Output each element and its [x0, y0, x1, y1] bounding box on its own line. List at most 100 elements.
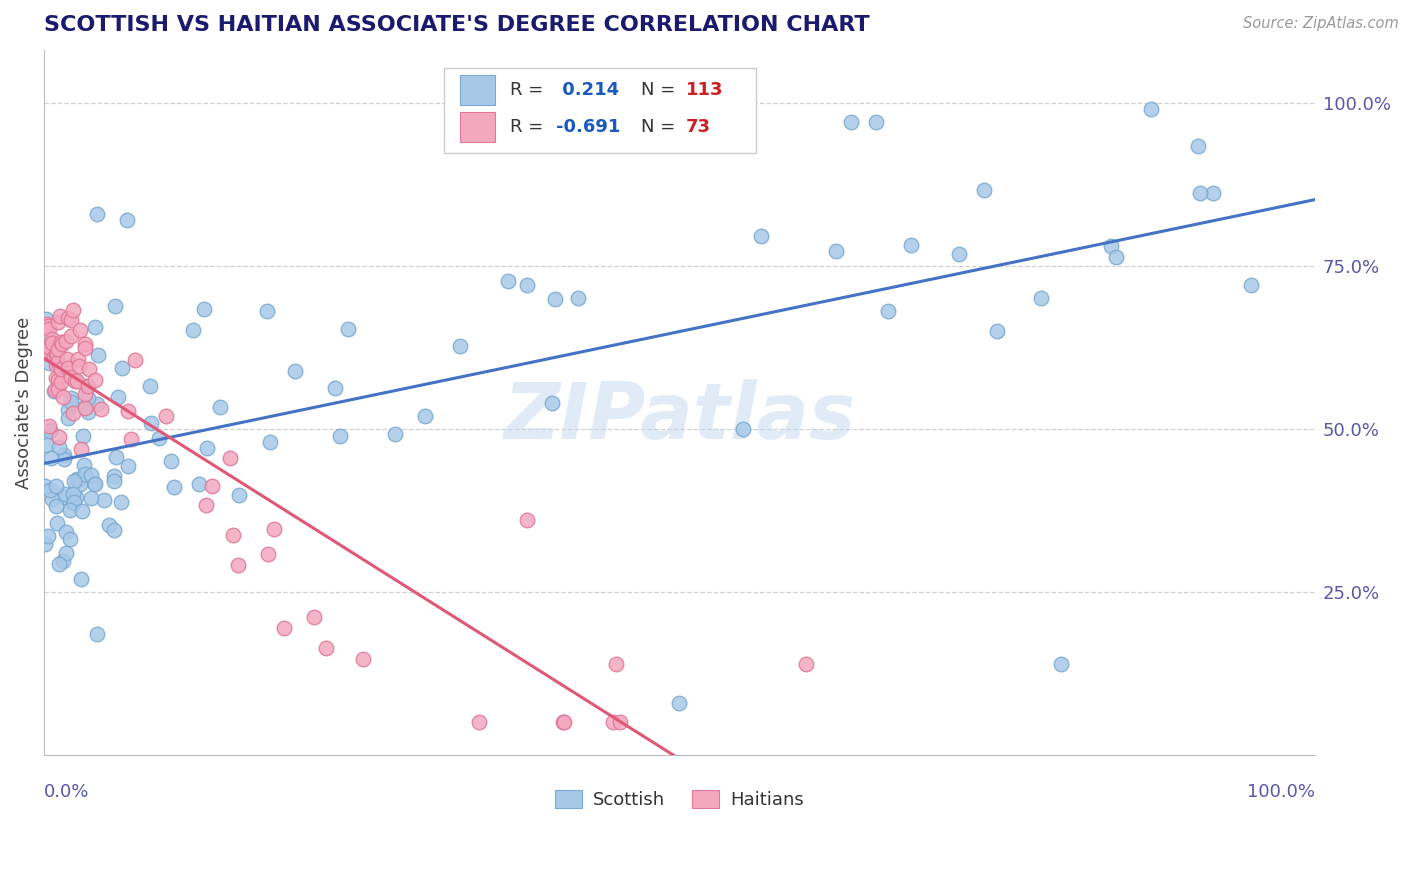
Point [86, 397, 108, 411]
Point [516, 513, 538, 527]
Point [44, 383, 66, 397]
Point [35, 341, 58, 355]
Point [117, 403, 139, 417]
Point [44, 350, 66, 364]
Point [86, 626, 108, 640]
Text: 73: 73 [686, 119, 711, 136]
Point [86, 206, 108, 220]
Point [34, 537, 56, 551]
Point [63, 374, 86, 388]
Text: R =: R = [510, 81, 550, 99]
Point [62, 406, 84, 420]
Point [38, 322, 60, 336]
Point [72, 429, 94, 443]
Point [449, 339, 471, 353]
Point [60, 395, 83, 409]
Point [284, 364, 307, 378]
Point [77, 405, 100, 419]
Point [77, 378, 100, 392]
Point [302, 609, 325, 624]
Point [59, 369, 82, 384]
Point [553, 715, 575, 730]
Bar [460, 112, 495, 142]
Point [58, 410, 80, 425]
Point [201, 479, 224, 493]
Point [66, 472, 89, 486]
Point [84, 477, 107, 491]
Point [45, 370, 67, 384]
Point [67, 359, 90, 374]
Point [60, 329, 83, 343]
Point [986, 324, 1008, 338]
Point [256, 548, 278, 562]
Point [45, 348, 67, 362]
Point [315, 640, 337, 655]
Text: N =: N = [641, 81, 682, 99]
Point [155, 409, 177, 423]
Point [37, 437, 59, 451]
Point [259, 435, 281, 450]
Point [948, 246, 970, 260]
Point [46, 382, 69, 396]
Point [181, 323, 204, 337]
Point [45, 516, 67, 530]
Point [193, 302, 215, 317]
Point [222, 527, 245, 541]
Point [87, 348, 110, 362]
Point [67, 352, 90, 367]
Point [496, 274, 519, 288]
Point [98, 518, 121, 533]
Point [749, 229, 772, 244]
Point [46, 315, 69, 329]
Point [41, 335, 63, 350]
Point [49, 310, 72, 324]
Point [877, 304, 900, 318]
Text: ZIPatlas: ZIPatlas [503, 379, 855, 455]
Point [49, 375, 72, 389]
Point [37, 318, 59, 332]
Point [516, 278, 538, 293]
Point [541, 395, 564, 409]
Point [602, 715, 624, 730]
Text: Source: ZipAtlas.com: Source: ZipAtlas.com [1243, 16, 1399, 31]
Point [148, 431, 170, 445]
Point [58, 310, 80, 325]
Point [195, 442, 218, 456]
Point [544, 292, 567, 306]
Point [59, 391, 82, 405]
Point [84, 319, 107, 334]
Point [115, 213, 138, 227]
Point [52, 451, 75, 466]
Point [160, 454, 183, 468]
Text: N =: N = [641, 119, 682, 136]
Point [62, 495, 84, 509]
Point [62, 302, 84, 317]
Point [110, 360, 132, 375]
Point [63, 475, 86, 489]
Point [48, 558, 70, 572]
Point [65, 375, 87, 389]
Y-axis label: Associate's Degree: Associate's Degree [15, 317, 32, 489]
Point [973, 183, 995, 197]
Point [38, 356, 60, 370]
Point [67, 473, 90, 487]
Point [228, 488, 250, 502]
Point [42, 384, 65, 398]
Point [567, 291, 589, 305]
Point [103, 474, 125, 488]
Point [39, 451, 62, 466]
Point [46, 347, 69, 361]
Text: 0.0%: 0.0% [44, 783, 90, 801]
Point [273, 621, 295, 635]
Point [93, 492, 115, 507]
Point [41, 332, 63, 346]
Point [900, 237, 922, 252]
Point [48, 430, 70, 444]
Point [51, 337, 73, 351]
Text: 113: 113 [686, 81, 723, 99]
Point [609, 715, 631, 730]
Point [1049, 657, 1071, 671]
Point [668, 696, 690, 710]
Point [1031, 291, 1053, 305]
Point [37, 529, 59, 543]
